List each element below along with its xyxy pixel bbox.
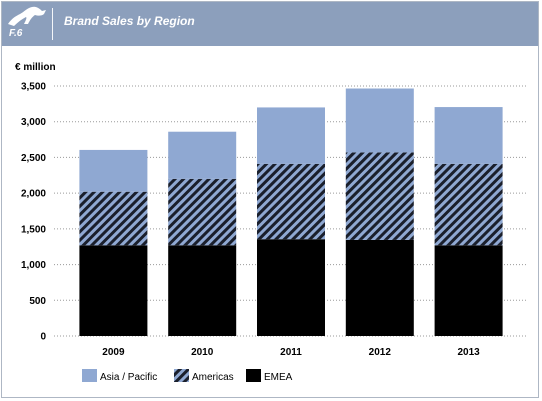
chart-title: Brand Sales by Region xyxy=(64,14,195,28)
x-axis-labels: 2009 2010 2011 2012 2013 xyxy=(102,347,480,358)
x-tick-label: 2009 xyxy=(102,347,125,358)
legend-label: Americas xyxy=(192,372,234,383)
header-bar: F.6 Brand Sales by Region xyxy=(2,2,538,46)
bar-segment-americas xyxy=(79,191,148,246)
bar-segment-asia-pacific xyxy=(168,131,237,179)
bar-segment-americas xyxy=(168,178,237,246)
y-tick-label: 1,000 xyxy=(21,260,46,271)
y-tick-label: 500 xyxy=(29,296,46,307)
bar-segment-asia-pacific xyxy=(434,107,503,164)
bar-segment-americas xyxy=(257,163,325,240)
bar-segment-americas xyxy=(345,152,414,240)
puma-logo-icon xyxy=(8,6,46,27)
bar-segment-emea xyxy=(345,239,414,336)
bar-segment-asia-pacific xyxy=(345,88,414,153)
legend: Asia / Pacific Americas EMEA xyxy=(82,369,293,383)
x-tick-label: 2013 xyxy=(457,347,480,358)
x-tick-label: 2010 xyxy=(191,347,214,358)
x-tick-label: 2012 xyxy=(369,347,392,358)
bar-segment-asia-pacific xyxy=(79,149,148,192)
y-axis-unit-label: € million xyxy=(15,62,56,73)
legend-swatch xyxy=(246,369,261,382)
y-tick-label: 3,000 xyxy=(21,117,46,128)
brand-logo: F.6 xyxy=(2,2,52,46)
figure-label: F.6 xyxy=(9,28,23,39)
y-tick-label: 2,000 xyxy=(21,189,46,200)
y-tick-label: 0 xyxy=(40,332,46,343)
bars xyxy=(79,88,503,336)
bar-segment-emea xyxy=(257,239,325,336)
x-tick-label: 2011 xyxy=(280,347,302,358)
bar-segment-emea xyxy=(79,245,148,336)
y-tick-label: 2,500 xyxy=(21,153,46,164)
bar-segment-emea xyxy=(434,245,503,336)
legend-swatch xyxy=(82,369,97,382)
legend-swatch xyxy=(174,369,189,382)
y-tick-label: 1,500 xyxy=(21,224,46,235)
bar-segment-asia-pacific xyxy=(257,107,325,164)
legend-label: Asia / Pacific xyxy=(100,372,157,383)
bar-segment-emea xyxy=(168,245,237,336)
legend-label: EMEA xyxy=(264,372,293,383)
bar-segment-americas xyxy=(434,163,503,246)
header-divider xyxy=(52,8,53,40)
y-axis-labels: 0 500 1,000 1,500 2,000 2,500 3,000 3,500 xyxy=(21,82,46,343)
y-tick-label: 3,500 xyxy=(21,82,46,93)
